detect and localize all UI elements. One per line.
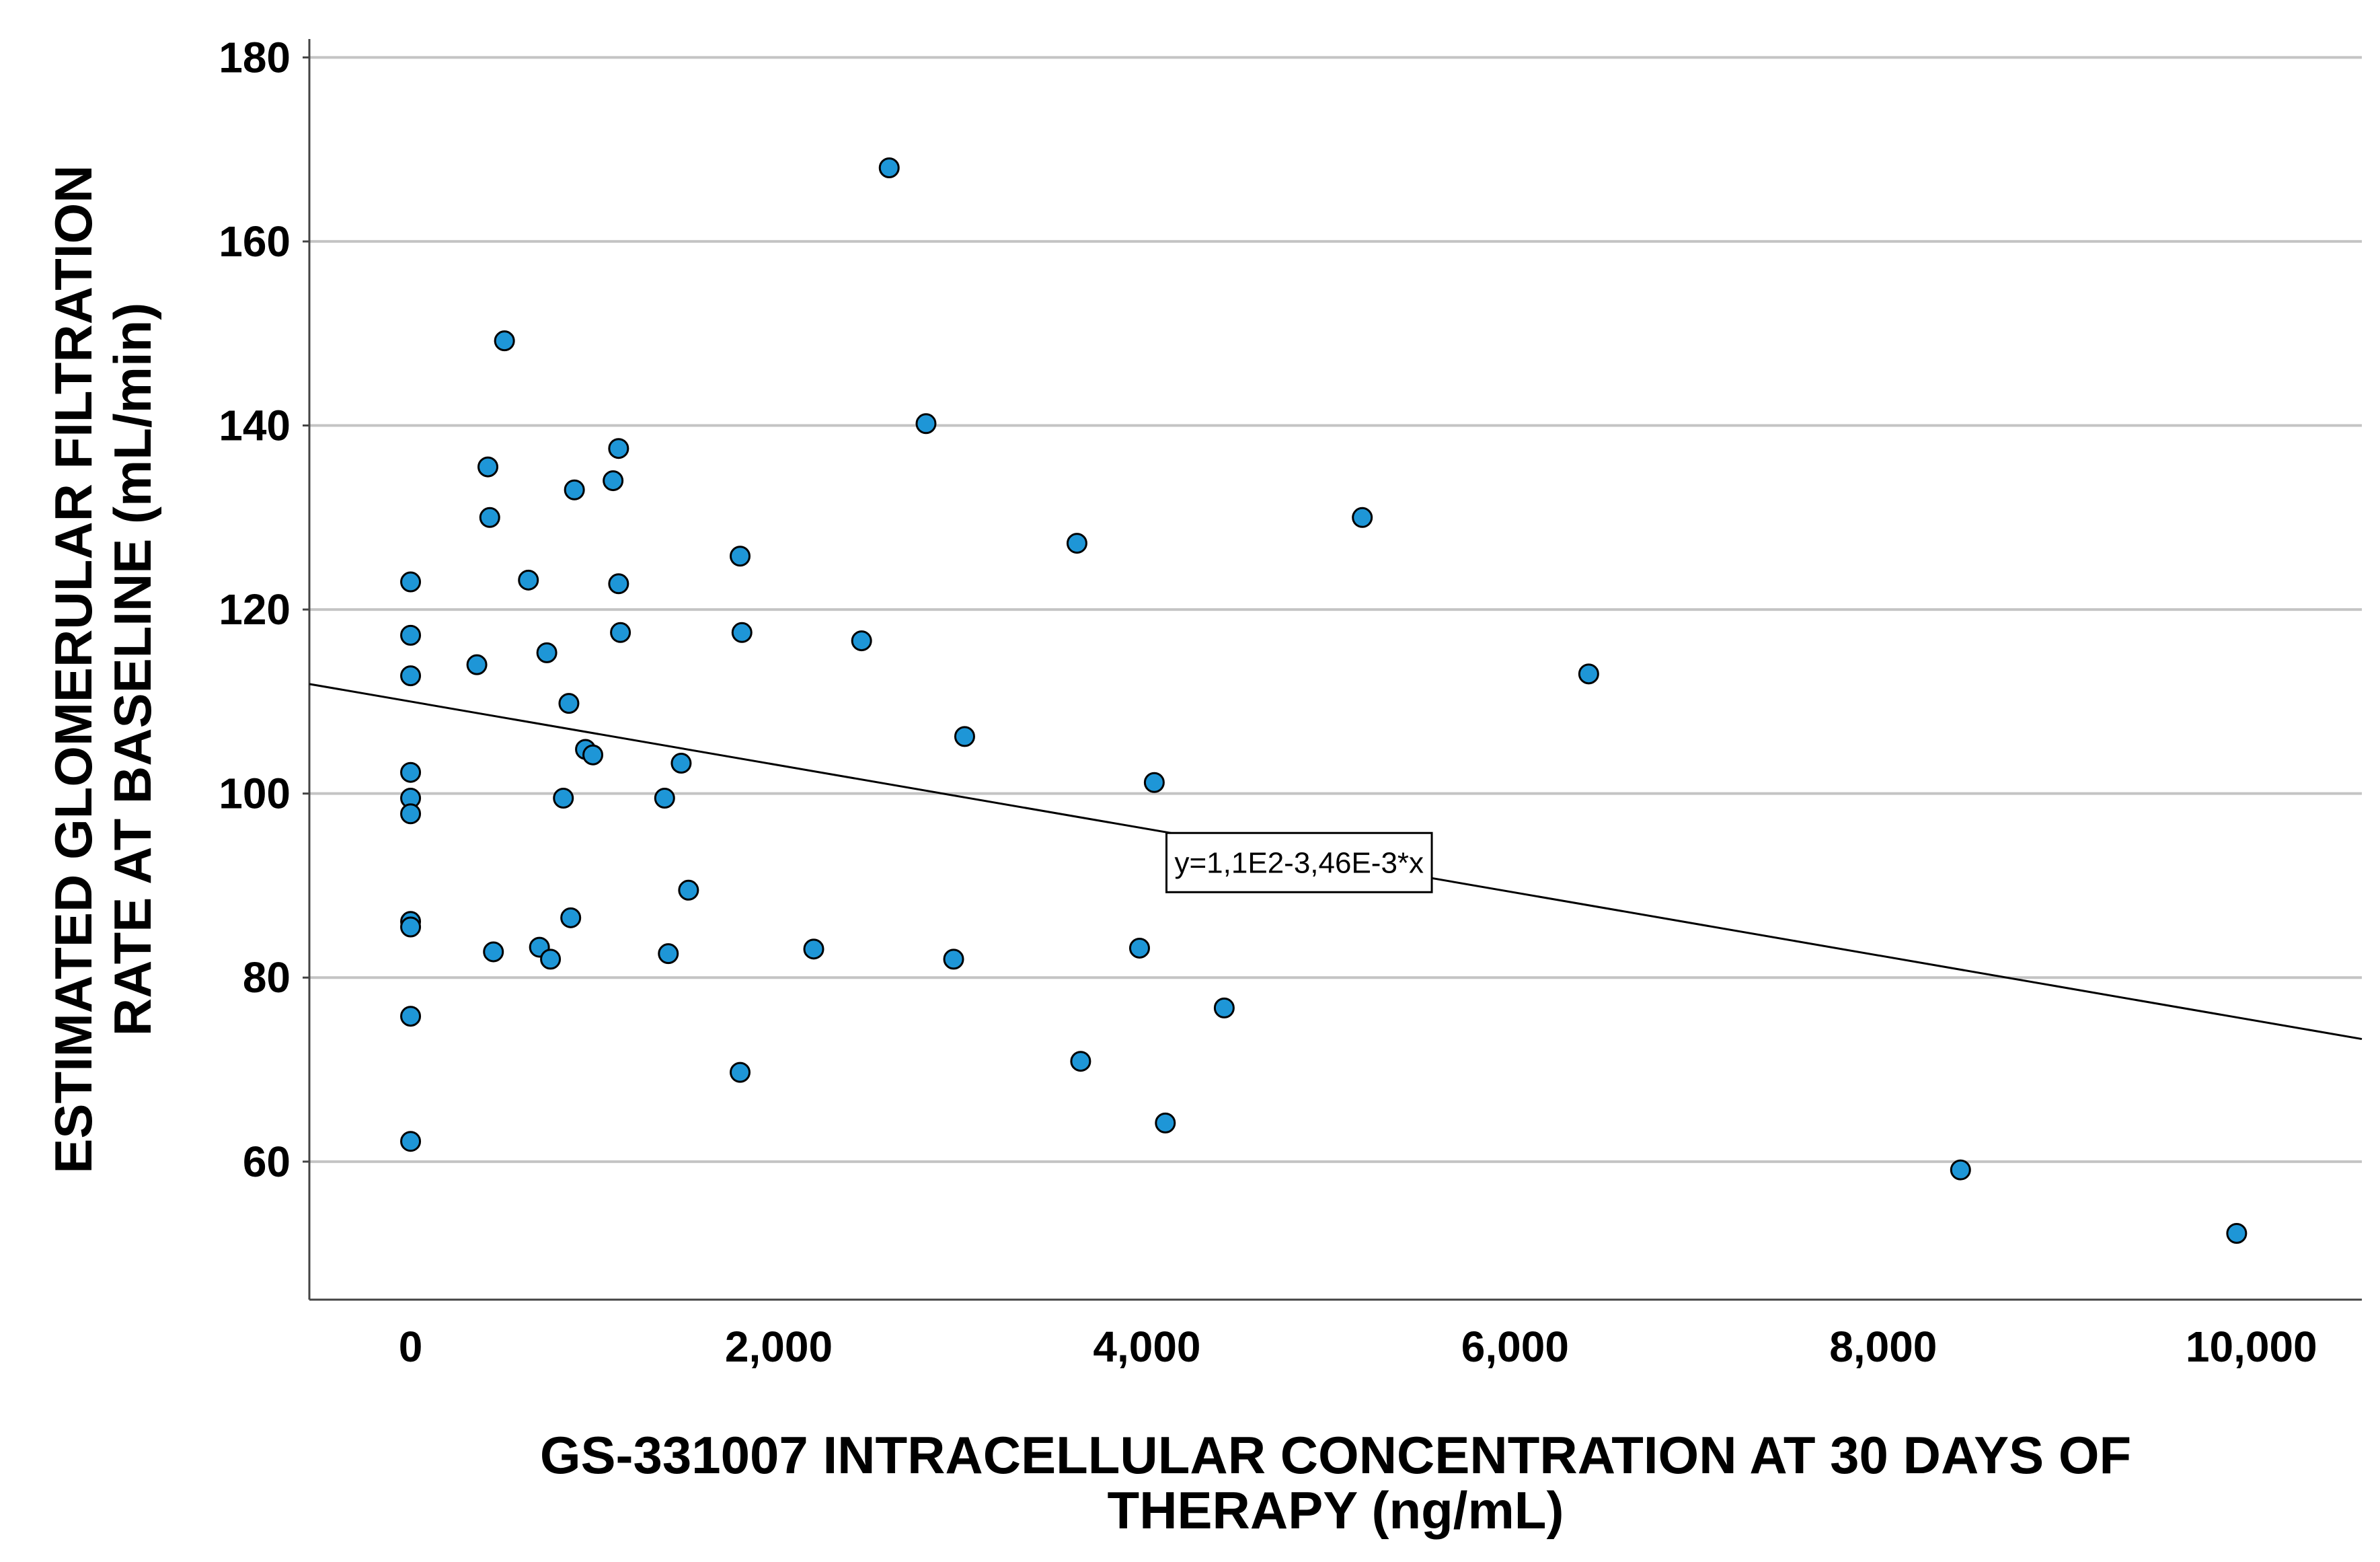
regression-equation-box: y=1,1E2-3,46E-3*x: [1165, 831, 1433, 893]
data-point: [400, 624, 422, 646]
data-point: [400, 916, 422, 938]
x-tick-label: 2,000: [725, 1323, 833, 1371]
data-point: [400, 761, 422, 783]
data-point: [558, 693, 580, 714]
x-tick-label: 8,000: [1829, 1323, 1937, 1371]
data-point: [610, 622, 631, 643]
data-point: [564, 479, 585, 500]
axes: [308, 39, 2362, 1301]
gridlines: [309, 56, 2362, 1163]
x-axis-title-line-1: GS-331007 INTRACELLULAR CONCENTRATION AT…: [540, 1425, 2131, 1485]
data-point: [1213, 997, 1235, 1018]
data-point: [608, 573, 629, 595]
data-point: [400, 1131, 422, 1152]
data-point: [553, 788, 574, 809]
data-point: [1070, 1051, 1091, 1072]
data-point: [1352, 507, 1373, 528]
y-tick-label: 160: [219, 217, 291, 266]
data-point: [536, 642, 558, 663]
y-tick-label: 60: [243, 1138, 291, 1186]
y-axis-title-line-1: ESTIMATED GLOMERULAR FILTRATION: [44, 165, 103, 1173]
data-point: [678, 879, 699, 901]
data-point: [1128, 937, 1150, 959]
data-point: [954, 726, 975, 747]
regression-equation-border: [1165, 831, 1433, 893]
data-point: [603, 470, 624, 492]
data-point: [1950, 1159, 1971, 1181]
data-point: [1155, 1112, 1176, 1133]
x-tick-label: 4,000: [1093, 1323, 1200, 1371]
data-point: [2226, 1223, 2248, 1244]
data-point: [479, 507, 500, 528]
data-point: [518, 569, 539, 591]
data-point: [730, 1062, 751, 1083]
x-tick-label: 0: [399, 1323, 423, 1371]
regression-equation-label: y=1,1E2-3,46E-3*x: [1174, 846, 1424, 879]
data-point: [540, 949, 562, 970]
data-point: [400, 665, 422, 687]
data-point: [915, 413, 937, 435]
data-point: [560, 907, 582, 928]
y-tick-label: 140: [219, 402, 291, 450]
data-point: [582, 744, 604, 766]
x-tick-label: 10,000: [2186, 1323, 2317, 1371]
data-points: [400, 157, 2248, 1244]
data-point: [730, 546, 751, 567]
data-point: [1578, 663, 1599, 685]
y-tick-label: 80: [243, 953, 291, 1002]
y-axis-title-line-2: RATE AT BASELINE (mL/min): [103, 303, 162, 1037]
y-tick-label: 120: [219, 585, 291, 634]
data-point: [1143, 772, 1165, 793]
data-point: [731, 622, 753, 643]
data-point: [494, 330, 515, 352]
data-point: [670, 753, 692, 774]
y-tick-label: 180: [219, 33, 291, 81]
data-point: [483, 941, 504, 963]
data-point: [878, 157, 900, 179]
data-point: [466, 654, 488, 675]
data-point: [851, 630, 872, 652]
data-point: [608, 438, 629, 459]
x-tick-labels: 0 2,000 4,000 6,000 8,000 10,000: [399, 1323, 2317, 1371]
data-point: [400, 803, 422, 825]
x-tick-label: 6,000: [1461, 1323, 1569, 1371]
y-tick-label: 100: [219, 770, 291, 818]
data-point: [803, 938, 824, 960]
data-point: [477, 456, 499, 478]
data-point: [943, 949, 964, 970]
data-point: [400, 571, 422, 593]
data-point: [1066, 533, 1087, 554]
data-point: [654, 788, 675, 809]
data-point: [400, 1006, 422, 1027]
y-tick-labels: 60 80 100 120 140 160 180: [219, 33, 309, 1186]
x-axis-title-line-2: THERAPY (ng/mL): [1108, 1481, 1564, 1540]
data-point: [658, 943, 679, 965]
